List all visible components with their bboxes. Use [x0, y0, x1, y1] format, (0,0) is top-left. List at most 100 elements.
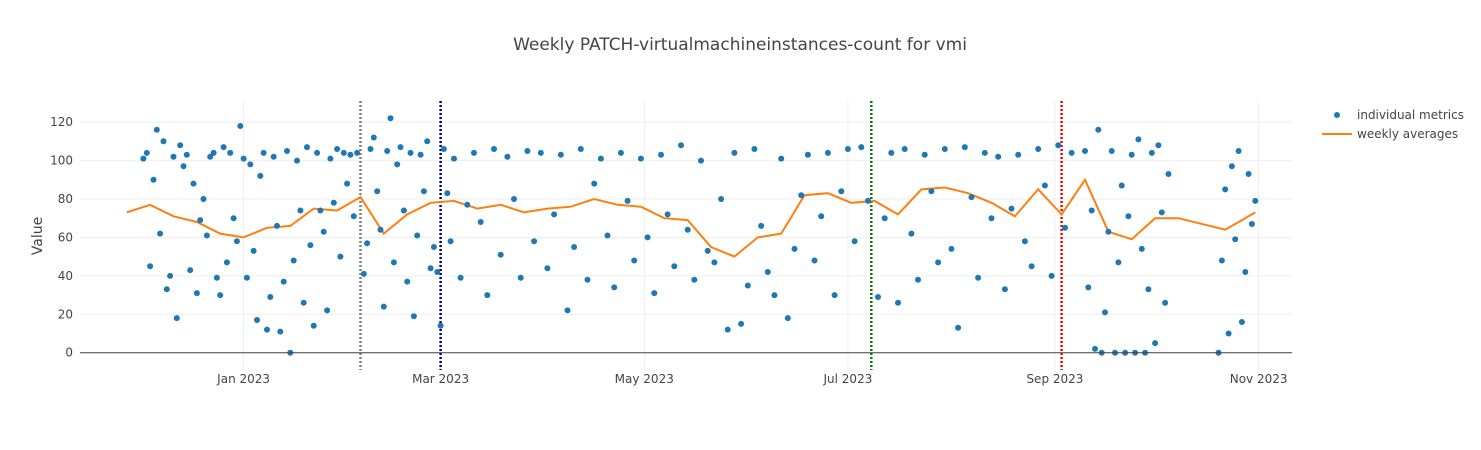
- data-point[interactable]: [223, 259, 230, 266]
- data-point[interactable]: [157, 230, 164, 237]
- data-point[interactable]: [370, 134, 377, 141]
- data-point[interactable]: [1048, 272, 1055, 279]
- data-point[interactable]: [698, 157, 704, 164]
- data-point[interactable]: [183, 151, 190, 158]
- data-point[interactable]: [915, 276, 921, 283]
- data-point[interactable]: [758, 222, 765, 229]
- data-point[interactable]: [988, 215, 995, 222]
- data-point[interactable]: [591, 180, 598, 187]
- data-point[interactable]: [791, 245, 798, 252]
- data-point[interactable]: [410, 313, 417, 320]
- data-point[interactable]: [274, 222, 280, 229]
- data-point[interactable]: [571, 244, 578, 250]
- data-point[interactable]: [1128, 151, 1135, 158]
- data-point[interactable]: [440, 146, 447, 152]
- data-point[interactable]: [537, 149, 544, 156]
- data-point[interactable]: [584, 276, 591, 283]
- data-point[interactable]: [327, 155, 334, 162]
- data-point[interactable]: [344, 180, 351, 187]
- data-point[interactable]: [230, 215, 237, 222]
- data-point[interactable]: [798, 192, 805, 199]
- data-point[interactable]: [524, 148, 531, 154]
- data-point[interactable]: [394, 161, 401, 168]
- data-point[interactable]: [324, 307, 331, 314]
- data-point[interactable]: [257, 172, 264, 179]
- data-point[interactable]: [277, 328, 284, 335]
- data-point[interactable]: [384, 148, 391, 154]
- data-point[interactable]: [1035, 146, 1042, 152]
- data-point[interactable]: [310, 322, 317, 329]
- data-point[interactable]: [143, 149, 150, 156]
- data-point[interactable]: [187, 267, 194, 274]
- data-point[interactable]: [414, 232, 421, 239]
- data-point[interactable]: [731, 149, 738, 156]
- data-point[interactable]: [1165, 171, 1172, 177]
- legend-item[interactable]: weekly averages: [1322, 127, 1458, 141]
- data-point[interactable]: [390, 259, 397, 266]
- data-point[interactable]: [1158, 209, 1165, 216]
- data-point[interactable]: [751, 146, 758, 152]
- data-point[interactable]: [1218, 257, 1225, 264]
- data-point[interactable]: [875, 294, 881, 300]
- data-point[interactable]: [177, 142, 184, 149]
- data-point[interactable]: [294, 157, 300, 164]
- data-point[interactable]: [434, 269, 441, 275]
- data-point[interactable]: [511, 196, 517, 202]
- data-point[interactable]: [367, 146, 374, 152]
- data-point[interactable]: [1225, 330, 1232, 337]
- data-point[interactable]: [881, 215, 888, 222]
- series-line-weekly-averages[interactable]: [126, 177, 1256, 258]
- data-point[interactable]: [1145, 286, 1152, 293]
- data-point[interactable]: [300, 299, 307, 306]
- data-point[interactable]: [704, 247, 711, 254]
- data-point[interactable]: [644, 234, 651, 241]
- data-point[interactable]: [387, 115, 394, 122]
- data-point[interactable]: [437, 322, 444, 329]
- data-point[interactable]: [147, 263, 154, 270]
- data-point[interactable]: [711, 259, 718, 266]
- data-point[interactable]: [921, 151, 928, 158]
- data-point[interactable]: [557, 151, 564, 158]
- data-point[interactable]: [975, 274, 982, 281]
- data-point[interactable]: [1232, 236, 1239, 243]
- data-point[interactable]: [564, 307, 571, 314]
- data-point[interactable]: [908, 230, 915, 237]
- data-point[interactable]: [314, 149, 321, 156]
- data-point[interactable]: [247, 161, 254, 168]
- data-point[interactable]: [317, 207, 324, 214]
- data-point[interactable]: [811, 257, 818, 264]
- data-point[interactable]: [350, 213, 357, 220]
- data-point[interactable]: [297, 207, 304, 214]
- data-point[interactable]: [417, 151, 424, 158]
- data-point[interactable]: [1082, 148, 1088, 154]
- data-point[interactable]: [1001, 286, 1008, 293]
- data-point[interactable]: [664, 211, 671, 218]
- data-point[interactable]: [1135, 136, 1142, 143]
- data-point[interactable]: [220, 144, 227, 151]
- data-point[interactable]: [364, 240, 371, 247]
- data-point[interactable]: [153, 126, 160, 133]
- data-point[interactable]: [624, 197, 631, 204]
- data-point[interactable]: [424, 138, 431, 145]
- data-point[interactable]: [407, 149, 414, 156]
- data-point[interactable]: [577, 146, 584, 152]
- data-point[interactable]: [995, 153, 1002, 160]
- data-point[interactable]: [330, 199, 337, 206]
- data-point[interactable]: [1148, 149, 1155, 156]
- data-point[interactable]: [637, 155, 644, 162]
- data-point[interactable]: [254, 317, 260, 323]
- data-point[interactable]: [1095, 126, 1102, 133]
- data-point[interactable]: [264, 326, 270, 333]
- data-point[interactable]: [1238, 319, 1245, 325]
- data-point[interactable]: [444, 190, 451, 197]
- data-point[interactable]: [267, 294, 274, 300]
- data-point[interactable]: [1028, 263, 1035, 270]
- data-point[interactable]: [167, 272, 174, 279]
- data-point[interactable]: [968, 194, 975, 201]
- data-point[interactable]: [824, 149, 831, 156]
- data-point[interactable]: [377, 226, 384, 233]
- data-point[interactable]: [290, 257, 297, 264]
- data-point[interactable]: [140, 155, 147, 162]
- data-point[interactable]: [1102, 309, 1108, 316]
- data-point[interactable]: [237, 123, 244, 129]
